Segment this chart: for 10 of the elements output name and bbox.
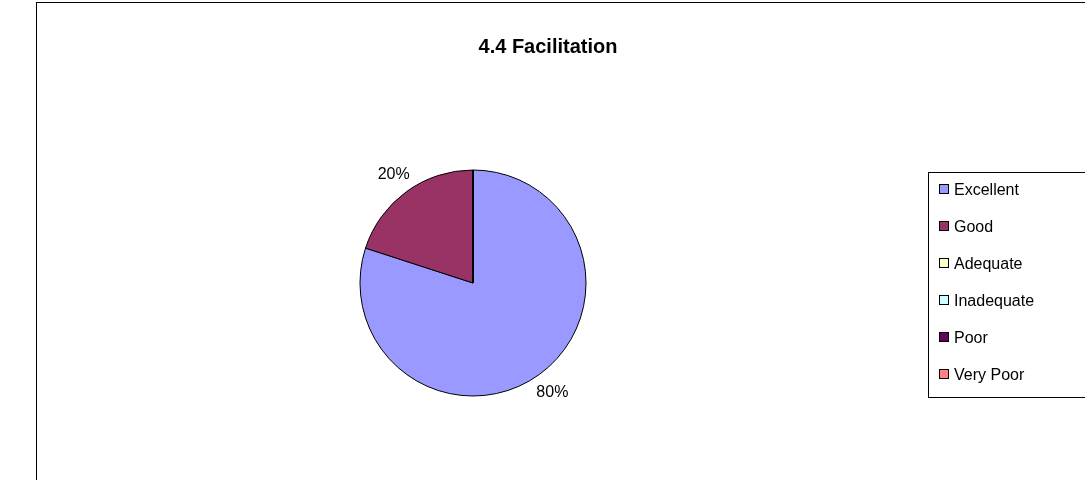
pie-slice	[359, 169, 587, 397]
chart-title: 4.4 Facilitation	[478, 35, 618, 57]
legend-label: Poor	[954, 329, 989, 346]
legend-label: Adequate	[954, 255, 1023, 272]
data-label: 20%	[377, 164, 410, 182]
legend-label: Excellent	[954, 181, 1020, 198]
legend-label: Very Poor	[954, 366, 1025, 383]
legend-label: Good	[954, 218, 994, 235]
data-label: 80%	[536, 383, 569, 401]
legend-label: Inadequate	[954, 292, 1035, 309]
